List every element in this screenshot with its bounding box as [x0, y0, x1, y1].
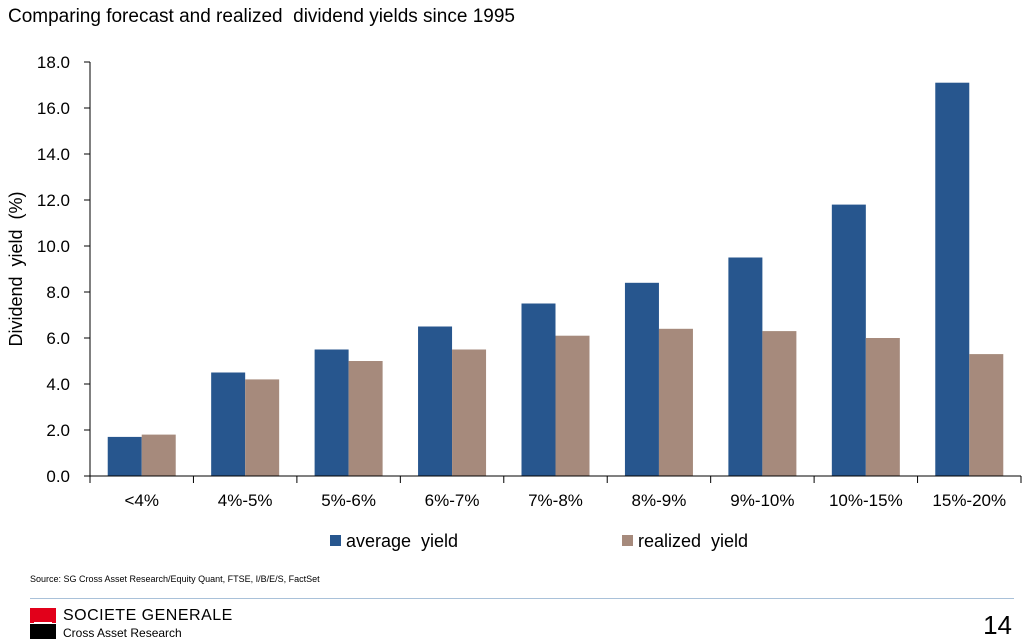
logo-white-bar [34, 622, 52, 624]
average-yield-bar [418, 326, 453, 476]
y-tick-label: 4.0 [46, 375, 70, 394]
realized-yield-bar [969, 354, 1004, 476]
average-yield-bar [314, 349, 349, 476]
realized-yield-bar [762, 331, 797, 476]
bar-chart: Dividend yield (%) 0.0 2.0 4.0 6.0 8.0 10.0 12… [6, 53, 1022, 551]
realized-yield-bar [348, 361, 383, 476]
average-yield-bar [211, 372, 246, 476]
x-tick-label: 5%-6% [321, 491, 376, 510]
y-tick-label: 18.0 [37, 53, 70, 72]
y-tick-label: 16.0 [37, 99, 70, 118]
x-tick-label: <4% [124, 491, 159, 510]
average-yield-bar [521, 303, 556, 476]
legend-label-realized: realized yield [638, 531, 748, 551]
y-tick-label: 12.0 [37, 191, 70, 210]
y-axis-label: Dividend yield (%) [6, 191, 26, 346]
x-tick-label: 8%-9% [632, 491, 687, 510]
source-note: Source: SG Cross Asset Research/Equity Q… [30, 574, 320, 584]
y-tick-label: 8.0 [46, 283, 70, 302]
realized-yield-bar [245, 379, 280, 476]
realized-yield-bar [865, 338, 900, 476]
footer-divider [30, 598, 1014, 599]
x-tick-label: 4%-5% [218, 491, 273, 510]
average-yield-bar [624, 282, 659, 476]
page-number: 14 [983, 610, 1012, 640]
average-yield-bar [935, 82, 970, 476]
x-tick-label: 9%-10% [730, 491, 794, 510]
logo-black-block [30, 624, 56, 639]
legend-swatch-average [330, 535, 341, 546]
average-yield-bar [728, 257, 763, 476]
brand-name: SOCIETE GENERALE [63, 607, 233, 624]
y-tick-label: 0.0 [46, 467, 70, 486]
brand-subtitle: Cross Asset Research [63, 626, 182, 640]
y-tick-label: 2.0 [46, 421, 70, 440]
societe-generale-logo [30, 608, 56, 639]
average-yield-bar [831, 204, 866, 476]
chart-title: Comparing forecast and realized dividend… [8, 6, 515, 27]
x-tick-label: 6%-7% [425, 491, 480, 510]
average-yield-bar [107, 436, 142, 476]
x-tick-label: 7%-8% [528, 491, 583, 510]
x-tick-label: 15%-20% [932, 491, 1006, 510]
logo-red-block [30, 608, 56, 623]
legend-swatch-realized [622, 535, 633, 546]
y-tick-label: 14.0 [37, 145, 70, 164]
realized-yield-bar [555, 335, 590, 476]
legend-label-average: average yield [346, 531, 458, 551]
y-tick-label: 6.0 [46, 329, 70, 348]
x-tick-label: 10%-15% [829, 491, 903, 510]
realized-yield-bar [452, 349, 487, 476]
realized-yield-bar [658, 328, 693, 476]
y-tick-label: 10.0 [37, 237, 70, 256]
realized-yield-bar [141, 434, 176, 476]
